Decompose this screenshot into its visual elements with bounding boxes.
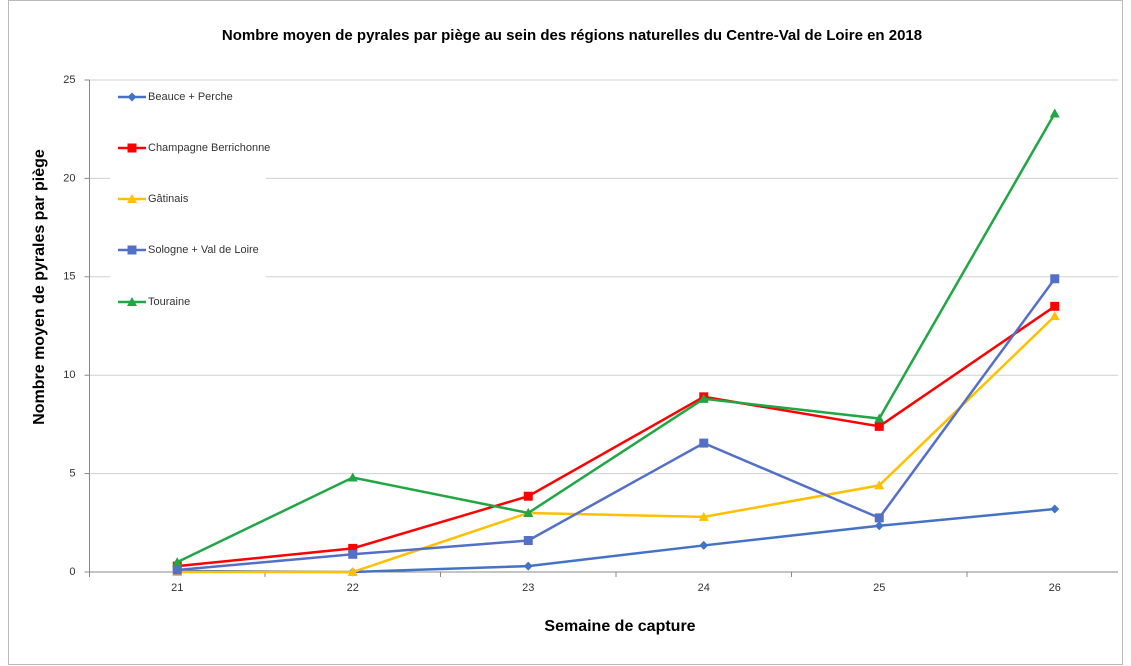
marker: [523, 561, 533, 571]
marker: [874, 480, 885, 490]
marker: [127, 194, 137, 203]
y-tick-label: 20: [63, 172, 75, 184]
marker: [1050, 274, 1060, 284]
x-tick-label: 26: [1049, 582, 1061, 594]
marker: [523, 507, 534, 517]
marker: [347, 472, 358, 482]
marker: [874, 513, 884, 523]
x-tick-label: 23: [522, 582, 534, 594]
y-tick-label: 5: [69, 468, 75, 480]
legend-label: Touraine: [148, 296, 190, 308]
series-line: [177, 278, 1056, 572]
series-line: [177, 305, 1056, 568]
x-tick-label: 21: [171, 582, 183, 594]
series-line: [176, 112, 1056, 564]
series-line: [177, 315, 1056, 574]
y-tick-label: 0: [69, 566, 75, 578]
marker: [172, 557, 183, 567]
marker: [523, 491, 533, 501]
marker: [1049, 311, 1060, 321]
marker: [699, 540, 709, 550]
marker: [1049, 108, 1060, 118]
marker: [523, 536, 533, 546]
y-tick-label: 25: [63, 74, 75, 86]
marker: [698, 393, 709, 403]
y-axis-title: Nombre moyen de pyrales par piège: [31, 149, 48, 425]
marker: [348, 543, 358, 553]
marker: [348, 549, 358, 559]
marker: [127, 143, 137, 153]
marker: [874, 421, 884, 431]
marker: [1050, 504, 1060, 514]
marker: [874, 413, 885, 423]
x-tick-label: 24: [698, 582, 710, 594]
chart-title: Nombre moyen de pyrales par piège au sei…: [222, 27, 922, 44]
y-tick-label: 15: [63, 271, 75, 283]
x-tick-label: 25: [873, 582, 885, 594]
marker: [127, 92, 137, 102]
marker: [1050, 301, 1060, 311]
x-tick-label: 22: [347, 582, 359, 594]
marker: [172, 565, 182, 575]
legend-label: Sologne + Val de Loire: [148, 244, 259, 256]
marker: [699, 438, 709, 448]
x-axis-title: Semaine de capture: [544, 618, 695, 635]
legend-label: Gâtinais: [148, 193, 189, 205]
marker: [874, 521, 884, 531]
marker: [698, 511, 709, 521]
marker: [127, 245, 137, 255]
legend-label: Beauce + Perche: [148, 91, 233, 103]
marker: [127, 297, 137, 306]
y-tick-label: 10: [63, 369, 75, 381]
legend-label: Champagne Berrichonne: [148, 142, 270, 154]
marker: [347, 567, 358, 576]
